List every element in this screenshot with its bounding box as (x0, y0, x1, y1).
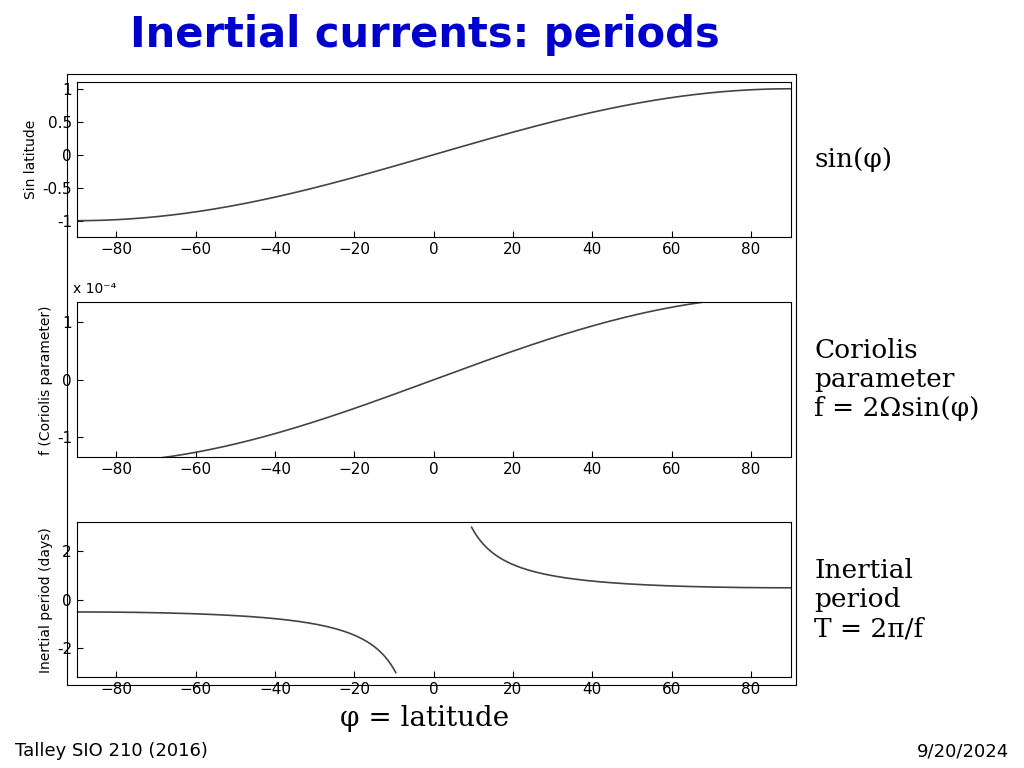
Y-axis label: Inertial period (days): Inertial period (days) (39, 527, 52, 673)
Text: 9/20/2024: 9/20/2024 (916, 743, 1009, 760)
Y-axis label: f (Coriolis parameter): f (Coriolis parameter) (39, 305, 52, 455)
Text: Inertial currents: periods: Inertial currents: periods (130, 14, 720, 55)
Text: Talley SIO 210 (2016): Talley SIO 210 (2016) (15, 743, 208, 760)
Text: sin(φ): sin(φ) (814, 147, 892, 172)
Text: x 10⁻⁴: x 10⁻⁴ (74, 282, 117, 296)
Text: Inertial
period
T = 2π/f: Inertial period T = 2π/f (814, 558, 924, 641)
Y-axis label: Sin latitude: Sin latitude (25, 120, 38, 200)
Text: φ = latitude: φ = latitude (340, 704, 510, 732)
Text: Coriolis
parameter
f = 2Ωsin(φ): Coriolis parameter f = 2Ωsin(φ) (814, 338, 980, 422)
